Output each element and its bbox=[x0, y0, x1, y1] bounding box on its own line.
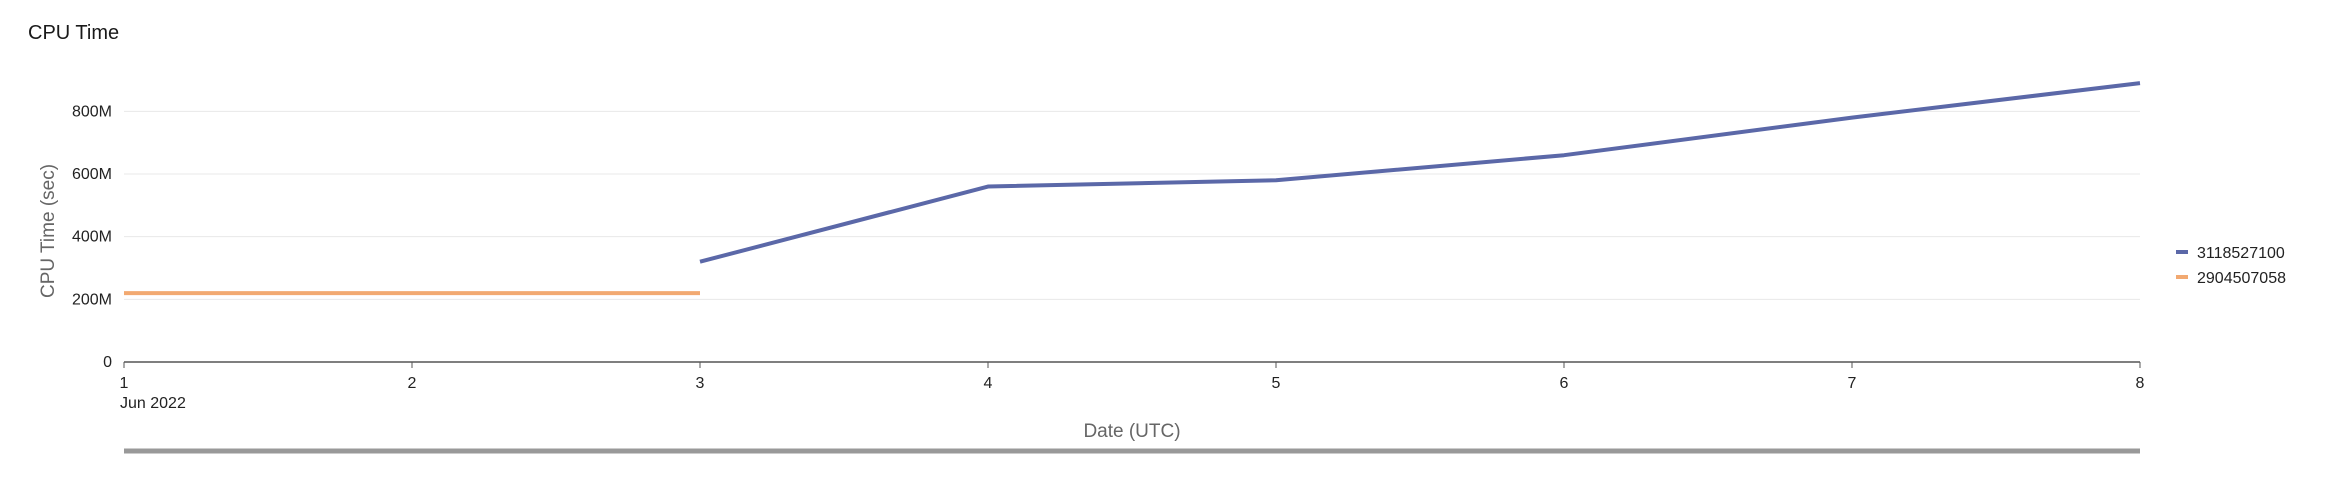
y-tick-label: 0 bbox=[103, 354, 112, 371]
y-tick-label: 800M bbox=[72, 103, 112, 120]
axes: 0 200M 400M 600M 800M 1 2 3 4 5 6 7 8 Jun 2022 bbox=[72, 103, 2145, 412]
legend-item-label[interactable]: 2904507058 bbox=[2197, 270, 2286, 287]
y-axis-title: CPU Time (sec) bbox=[38, 164, 59, 298]
x-tick-label: 8 bbox=[2136, 375, 2145, 392]
x-tick-label: 3 bbox=[696, 375, 705, 392]
y-tick-label: 200M bbox=[72, 291, 112, 308]
x-axis-title: Date (UTC) bbox=[1083, 421, 1180, 442]
legend[interactable]: 3118527100 2904507058 bbox=[2176, 245, 2286, 287]
x-tick-sublabel: Jun 2022 bbox=[120, 395, 186, 412]
y-tick-label: 600M bbox=[72, 166, 112, 183]
legend-item-label[interactable]: 3118527100 bbox=[2197, 245, 2285, 262]
x-tick-label: 7 bbox=[1848, 375, 1857, 392]
grid-lines bbox=[124, 110, 2140, 300]
chart-title: CPU Time bbox=[28, 22, 120, 44]
x-tick-label: 1 bbox=[120, 375, 129, 392]
series-line-3118527100[interactable] bbox=[699, 81, 2141, 264]
y-tick-label: 400M bbox=[72, 229, 112, 246]
x-tick-label: 2 bbox=[408, 375, 417, 392]
x-tick-label: 6 bbox=[1560, 375, 1569, 392]
x-tick-label: 4 bbox=[984, 375, 993, 392]
x-tick-label: 5 bbox=[1272, 375, 1281, 392]
series-lines bbox=[124, 81, 2141, 296]
